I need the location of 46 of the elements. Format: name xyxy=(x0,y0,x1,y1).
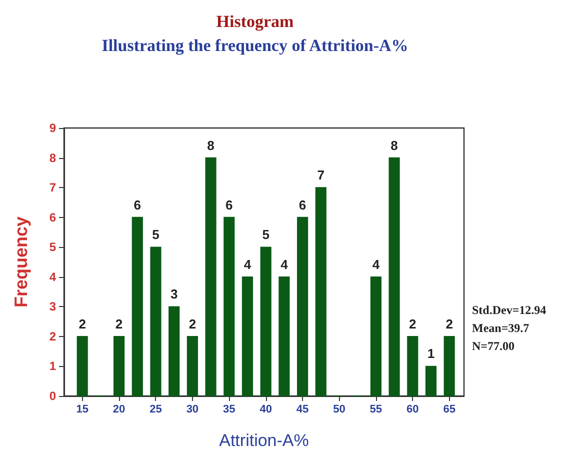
x-tick-label: 20 xyxy=(112,404,126,416)
data-label: 6 xyxy=(226,197,233,212)
data-label: 5 xyxy=(152,227,160,242)
data-label: 2 xyxy=(78,316,86,332)
x-tick-label: 65 xyxy=(443,404,456,416)
y-tick-label: 0 xyxy=(49,389,56,403)
y-tick-label: 5 xyxy=(49,240,56,254)
y-tick-label: 9 xyxy=(49,121,56,135)
text: Std.Dev=12.94 xyxy=(472,303,546,317)
data-label: 2 xyxy=(446,316,453,332)
data-label: 3 xyxy=(170,286,178,302)
y-axis-title: Frequency xyxy=(11,216,31,308)
y-tick-label: 1 xyxy=(49,359,56,374)
data-label: 7 xyxy=(317,168,324,183)
x-tick-label: 35 xyxy=(223,404,236,416)
x-tick-label: 25 xyxy=(150,404,162,416)
data-label: 4 xyxy=(280,256,289,272)
data-label: 2 xyxy=(115,316,123,332)
chart-subtitle: Illustrating the frequency of Attrition-A% xyxy=(102,36,408,55)
x-tick-label: 50 xyxy=(333,404,346,416)
y-tick-label: 7 xyxy=(49,180,56,195)
text: Mean=39.7 xyxy=(472,321,530,335)
data-label: 1 xyxy=(427,346,435,362)
data-label: 6 xyxy=(298,197,306,212)
x-tick-label: 15 xyxy=(76,404,88,416)
data-label: 2 xyxy=(409,316,416,332)
data-label: 4 xyxy=(244,256,252,272)
data-label: 6 xyxy=(134,197,142,212)
y-tick-label: 8 xyxy=(49,150,56,165)
data-label: 4 xyxy=(372,256,380,272)
x-axis-title: Attrition-A% xyxy=(219,431,309,450)
y-tick-label: 3 xyxy=(49,300,56,314)
x-tick-label: 40 xyxy=(260,404,272,416)
text: N=77.00 xyxy=(472,339,515,353)
data-label: 5 xyxy=(262,227,270,242)
x-tick-label: 60 xyxy=(406,404,419,416)
chart-title: Histogram xyxy=(216,12,294,31)
y-tick-label: 6 xyxy=(49,210,56,224)
data-label: 8 xyxy=(390,138,398,153)
y-tick-label: 4 xyxy=(49,270,56,284)
data-label: 2 xyxy=(188,316,196,332)
x-tick-label: 55 xyxy=(370,404,382,416)
data-label: 8 xyxy=(207,138,214,153)
y-tick-label: 2 xyxy=(49,329,56,344)
x-tick-label: 30 xyxy=(186,404,199,416)
x-tick-label: 45 xyxy=(296,404,309,416)
